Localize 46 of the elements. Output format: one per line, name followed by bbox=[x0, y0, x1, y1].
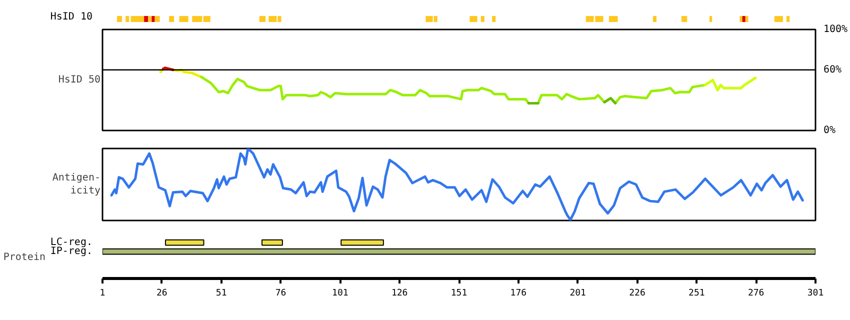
bar bbox=[608, 16, 618, 22]
y-axis-title: HsID 50 bbox=[58, 74, 101, 86]
y-tick-label: 0% bbox=[824, 125, 836, 136]
bar bbox=[259, 16, 266, 22]
bar bbox=[144, 16, 148, 22]
x-tick-label: 301 bbox=[807, 288, 824, 298]
x-tick-label: 226 bbox=[629, 288, 646, 298]
bar bbox=[117, 16, 122, 22]
bar bbox=[154, 16, 160, 22]
bar bbox=[652, 16, 656, 22]
x-tick-label: 251 bbox=[688, 288, 705, 298]
bar bbox=[126, 16, 130, 22]
bar bbox=[742, 16, 746, 22]
x-tick-label: 1 bbox=[100, 288, 106, 298]
category-label: LC-reg. bbox=[50, 237, 93, 248]
x-axis-title: Protein bbox=[3, 252, 46, 263]
y-tick-label: 60% bbox=[824, 64, 842, 76]
bar bbox=[774, 16, 783, 22]
x-tick-label: 276 bbox=[748, 288, 764, 298]
category-label: HsID 10 bbox=[50, 12, 93, 22]
x-tick-label: 76 bbox=[275, 288, 286, 298]
y-axis-title: Antigen- icity bbox=[52, 172, 101, 197]
line-series bbox=[200, 76, 706, 104]
x-tick-label: 201 bbox=[570, 288, 586, 298]
x-tick-label: 101 bbox=[332, 288, 348, 298]
bar bbox=[179, 16, 188, 22]
bar bbox=[470, 16, 478, 22]
y-tick-label: 100% bbox=[824, 24, 848, 35]
bar bbox=[681, 16, 688, 22]
bar bbox=[130, 16, 144, 22]
bar bbox=[152, 16, 155, 22]
x-tick-label: 176 bbox=[510, 288, 527, 298]
bar bbox=[786, 16, 790, 22]
line-series bbox=[704, 76, 757, 92]
bar bbox=[169, 16, 174, 22]
bar bbox=[710, 16, 712, 22]
bar bbox=[492, 16, 496, 22]
bar bbox=[480, 16, 484, 22]
bar bbox=[740, 16, 742, 22]
bar bbox=[148, 16, 152, 22]
x-tick-label: 151 bbox=[450, 288, 468, 298]
x-tick-label: 126 bbox=[391, 288, 408, 298]
x-tick-label: 51 bbox=[216, 288, 227, 298]
bar bbox=[268, 16, 277, 22]
x-tick-label: 26 bbox=[156, 288, 168, 298]
category-label: IP-reg. bbox=[50, 246, 93, 258]
